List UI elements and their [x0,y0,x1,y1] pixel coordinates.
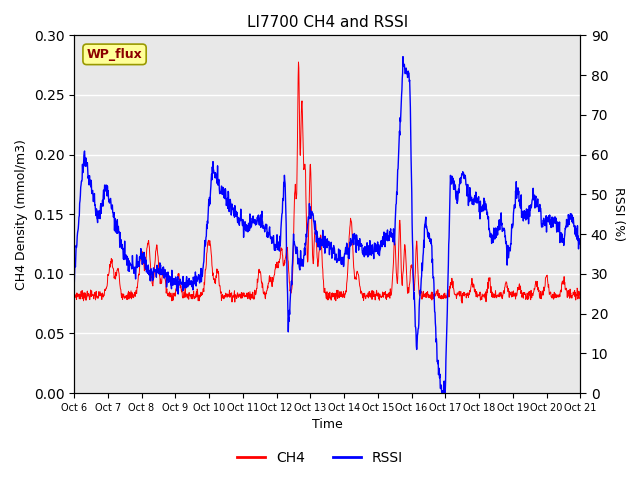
Text: WP_flux: WP_flux [86,48,143,61]
Y-axis label: RSSI (%): RSSI (%) [612,187,625,241]
Y-axis label: CH4 Density (mmol/m3): CH4 Density (mmol/m3) [15,139,28,289]
X-axis label: Time: Time [312,419,342,432]
Legend: CH4, RSSI: CH4, RSSI [232,445,408,471]
Title: LI7700 CH4 and RSSI: LI7700 CH4 and RSSI [246,15,408,30]
